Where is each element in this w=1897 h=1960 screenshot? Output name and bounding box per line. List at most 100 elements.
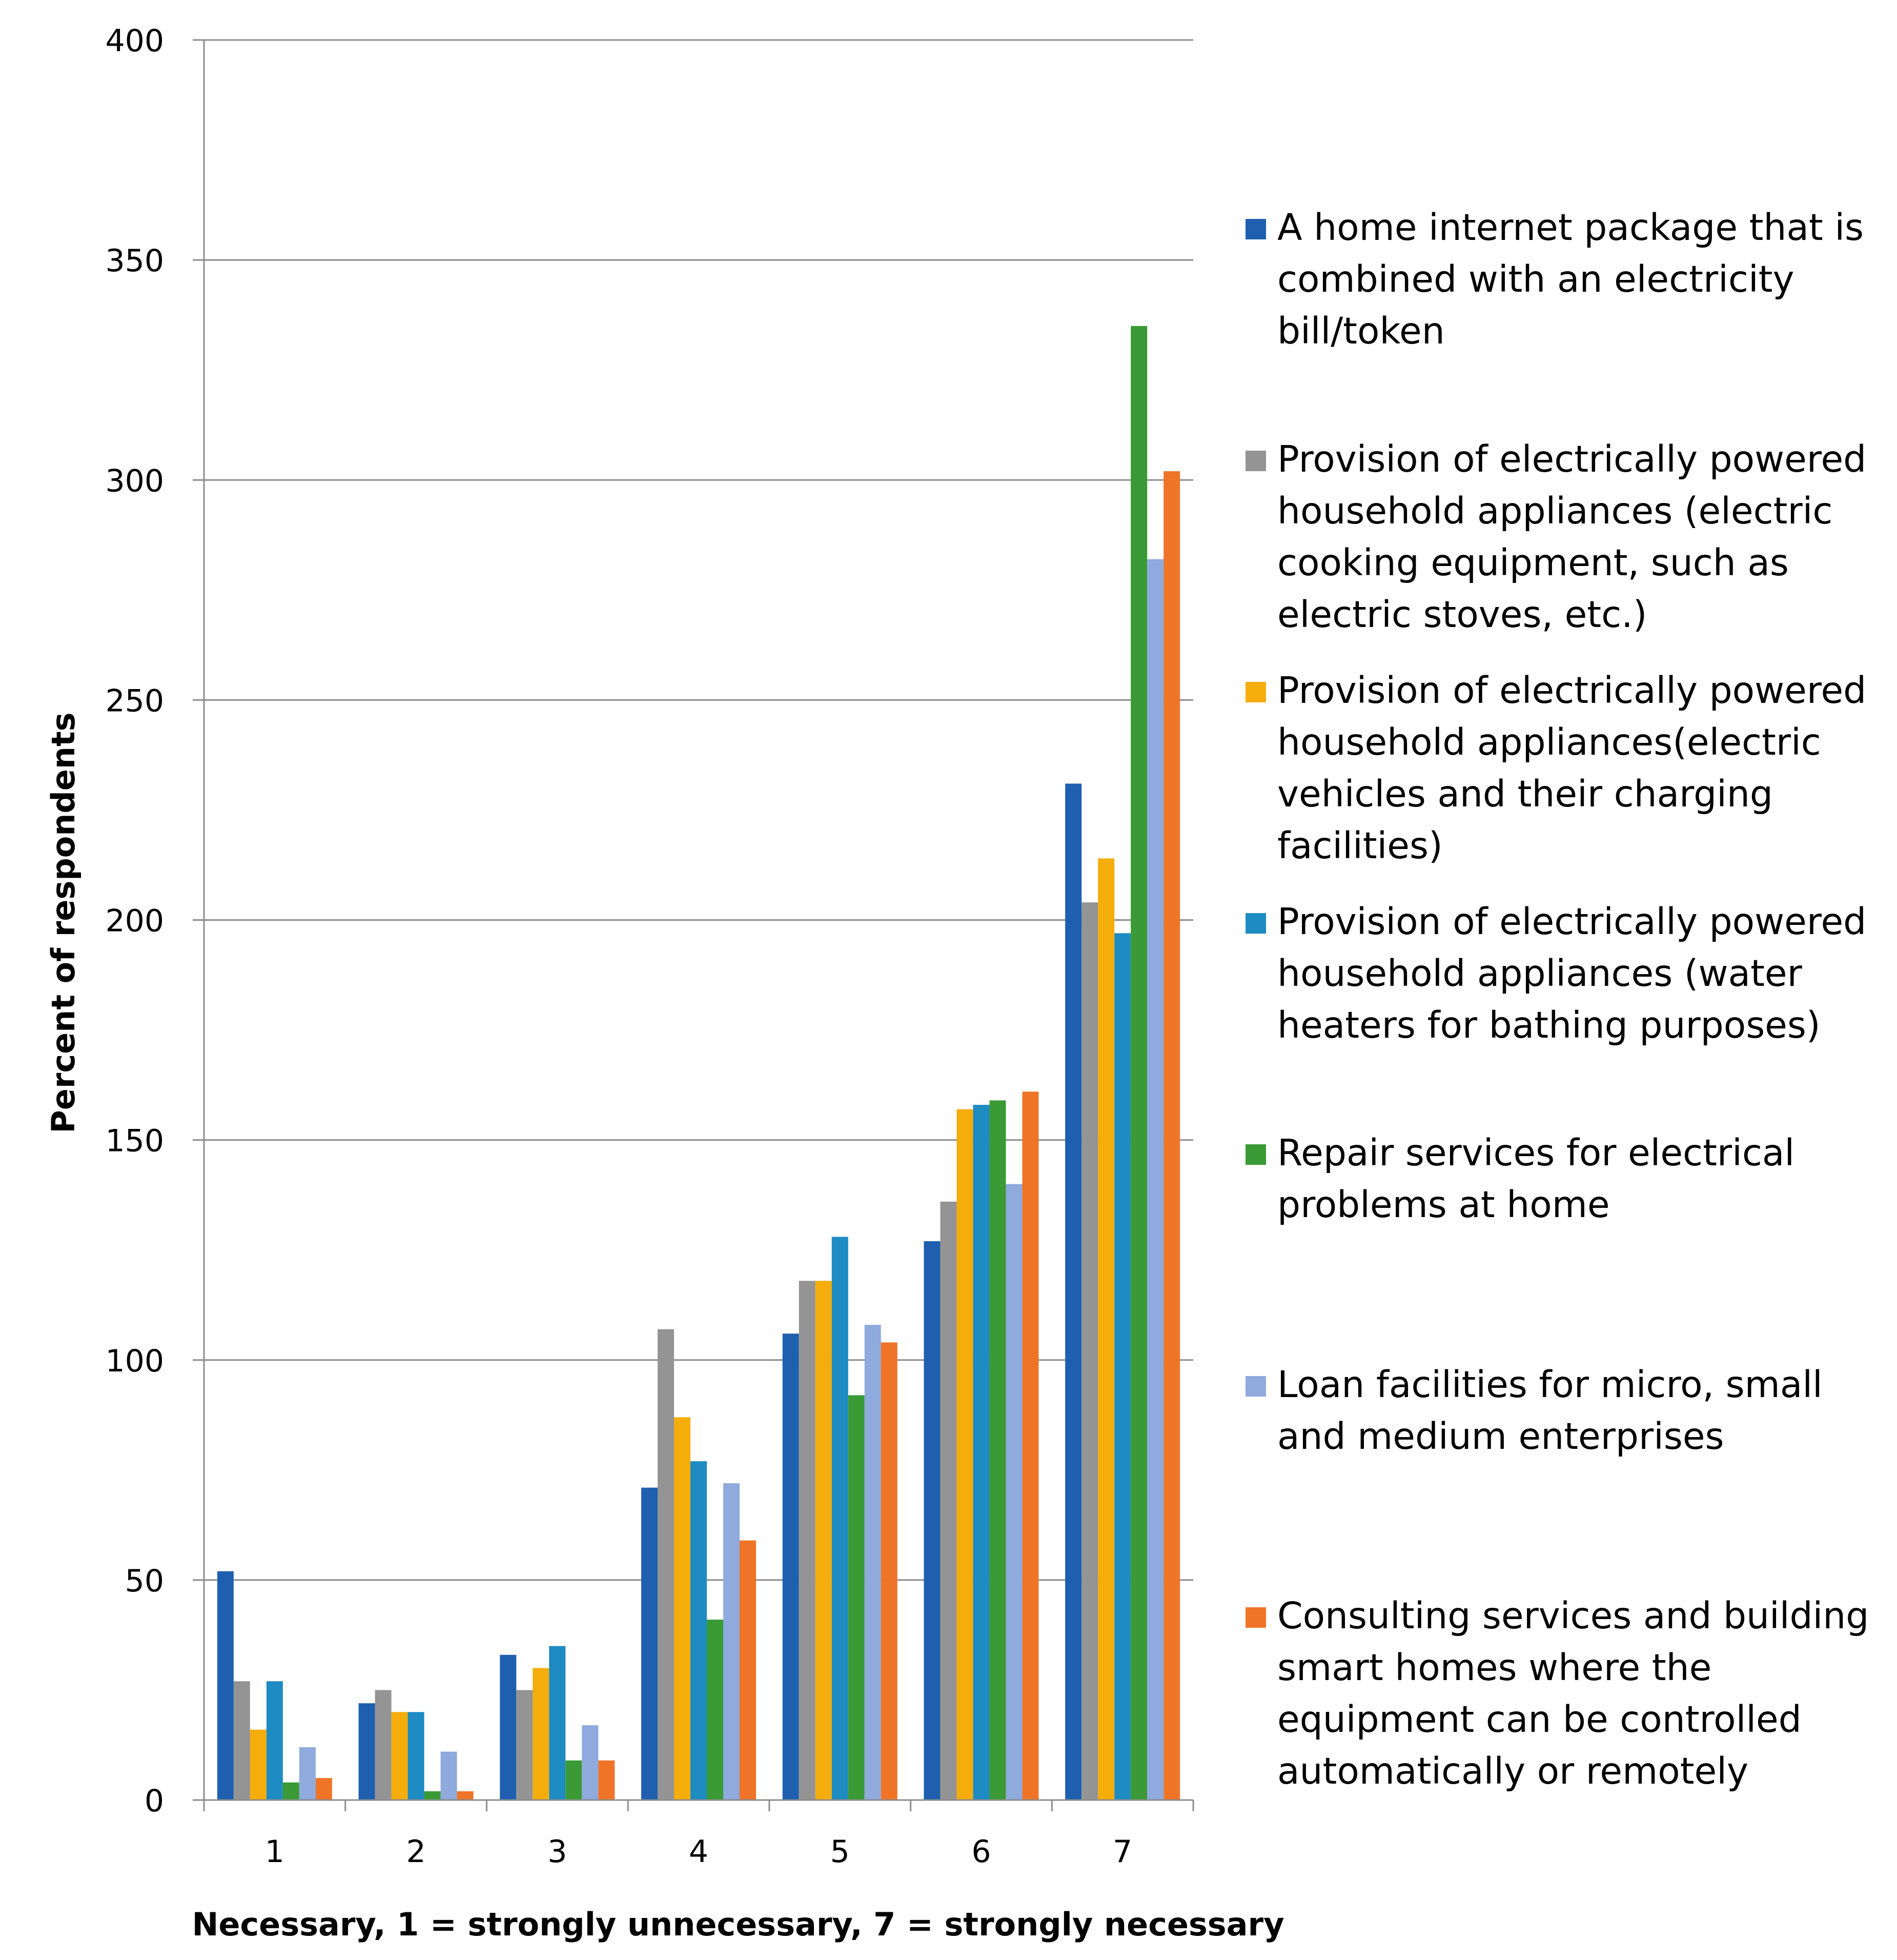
- legend-label-line: combined with an electricity: [1277, 258, 1794, 300]
- bar: [1164, 471, 1180, 1801]
- legend-label-line: Repair services for electrical: [1277, 1131, 1795, 1174]
- y-tick-label: 400: [105, 23, 164, 59]
- legend-label-line: facilities): [1277, 824, 1443, 867]
- bars: [217, 326, 1180, 1801]
- bar: [782, 1333, 799, 1800]
- legend-label-line: Loan facilities for micro, small: [1277, 1363, 1823, 1406]
- legend-label: A home internet package that is combined …: [1277, 201, 1864, 357]
- legend-label-line: heaters for bathing purposes): [1277, 1004, 1821, 1046]
- bar: [973, 1104, 990, 1800]
- bar: [217, 1571, 234, 1800]
- bar: [641, 1487, 658, 1800]
- legend-swatch: [1246, 1376, 1266, 1397]
- bar: [674, 1417, 690, 1800]
- legend-label-line: and medium enterprises: [1277, 1415, 1724, 1458]
- bar: [533, 1668, 549, 1800]
- x-tick-label: 2: [406, 1834, 425, 1870]
- legend-label: Repair services for electrical problems a…: [1277, 1127, 1794, 1230]
- bar: [582, 1725, 599, 1800]
- legend-label-line: A home internet package that is: [1277, 206, 1864, 249]
- legend-item: Repair services for electrical problems a…: [1246, 1127, 1794, 1230]
- bar: [457, 1791, 474, 1800]
- legend-label-line: Provision of electrically powered: [1277, 669, 1867, 712]
- bar: [1114, 933, 1131, 1800]
- bar: [407, 1712, 424, 1800]
- legend-label-line: Consulting services and building: [1277, 1594, 1869, 1637]
- legend-swatch: [1246, 219, 1266, 239]
- bar: [815, 1281, 832, 1800]
- bar: [440, 1751, 457, 1800]
- bar: [250, 1729, 267, 1800]
- bar: [375, 1690, 392, 1800]
- bar: [598, 1760, 615, 1800]
- y-tick-label: 200: [105, 903, 164, 939]
- legend-label-line: electric stoves, etc.): [1277, 593, 1647, 636]
- bar: [233, 1681, 250, 1800]
- bar: [1006, 1184, 1023, 1800]
- y-tick-label: 0: [145, 1783, 164, 1819]
- x-tick-labels: 1 2 3 4 5 6 7: [265, 1834, 1132, 1870]
- legend-label-line: vehicles and their charging: [1277, 773, 1773, 815]
- legend-label-line: problems at home: [1277, 1183, 1610, 1226]
- bar: [723, 1483, 740, 1800]
- legend-label-line: household appliances (water: [1277, 952, 1802, 995]
- legend-swatch: [1246, 913, 1266, 934]
- bar: [707, 1620, 723, 1800]
- bar: [940, 1201, 957, 1800]
- bar: [831, 1237, 848, 1800]
- legend-label-line: Provision of electrically powered: [1277, 438, 1867, 480]
- bar: [924, 1241, 941, 1800]
- bar: [391, 1712, 408, 1800]
- axes: [193, 39, 1194, 1811]
- bar: [799, 1281, 815, 1800]
- legend-swatch: [1246, 451, 1266, 471]
- y-tick-label: 50: [125, 1563, 164, 1599]
- bar: [299, 1747, 316, 1800]
- legend-item: Provision of electrically powered househo…: [1246, 896, 1866, 1051]
- y-tick-label: 250: [105, 683, 164, 719]
- bar: [358, 1703, 375, 1800]
- legend-label: Consulting services and building smart ho…: [1277, 1590, 1869, 1797]
- legend-label: Provision of electrically powered househo…: [1277, 664, 1866, 872]
- bar: [266, 1681, 283, 1800]
- y-tick-labels: 0 50 100 150 200 250 300 350 400: [105, 23, 164, 1819]
- legend-label: Provision of electrically powered househo…: [1277, 896, 1866, 1051]
- bar: [1065, 783, 1082, 1800]
- bar: [1131, 326, 1148, 1800]
- legend-item: Provision of electrically powered househo…: [1246, 664, 1866, 872]
- legend-item: Loan facilities for micro, small and medi…: [1246, 1359, 1823, 1462]
- legend-label: Provision of electrically powered househo…: [1277, 433, 1866, 640]
- bar: [1082, 902, 1098, 1800]
- bar: [315, 1778, 332, 1800]
- x-tick-label: 4: [689, 1834, 708, 1870]
- x-tick-label: 7: [1113, 1834, 1132, 1870]
- gridlines: [204, 39, 1193, 1581]
- bar: [282, 1782, 299, 1800]
- legend-label: Loan facilities for micro, small and medi…: [1277, 1359, 1823, 1462]
- y-tick-label: 150: [105, 1123, 164, 1159]
- y-tick-label: 100: [105, 1343, 164, 1379]
- x-axis-title: Necessary, 1 = strongly unnecessary, 7 =…: [192, 1906, 1284, 1943]
- bar: [565, 1760, 582, 1800]
- bar: [1147, 559, 1164, 1801]
- legend-swatch: [1246, 1144, 1266, 1165]
- bar: [848, 1395, 865, 1800]
- x-tick-label: 5: [830, 1834, 850, 1870]
- legend-label-line: household appliances (electric: [1277, 490, 1833, 532]
- legend-label-line: Provision of electrically powered: [1277, 900, 1867, 943]
- legend-item: Consulting services and building smart ho…: [1246, 1590, 1869, 1797]
- bar: [956, 1109, 973, 1800]
- legend-label-line: bill/token: [1277, 310, 1445, 352]
- bar: [989, 1100, 1006, 1800]
- bar: [864, 1325, 881, 1800]
- y-axis-title: Percent of respondents: [45, 712, 82, 1133]
- bar: [1022, 1092, 1039, 1800]
- x-tick-label: 1: [265, 1834, 284, 1870]
- legend-label-line: smart homes where the: [1277, 1646, 1712, 1689]
- bar: [658, 1329, 674, 1800]
- legend-label-line: cooking equipment, such as: [1277, 541, 1789, 584]
- y-tick-label: 350: [105, 243, 164, 279]
- legend-label-line: equipment can be controlled: [1277, 1698, 1802, 1741]
- legend-label-line: automatically or remotely: [1277, 1750, 1748, 1792]
- legend-label-line: household appliances(electric: [1277, 721, 1821, 763]
